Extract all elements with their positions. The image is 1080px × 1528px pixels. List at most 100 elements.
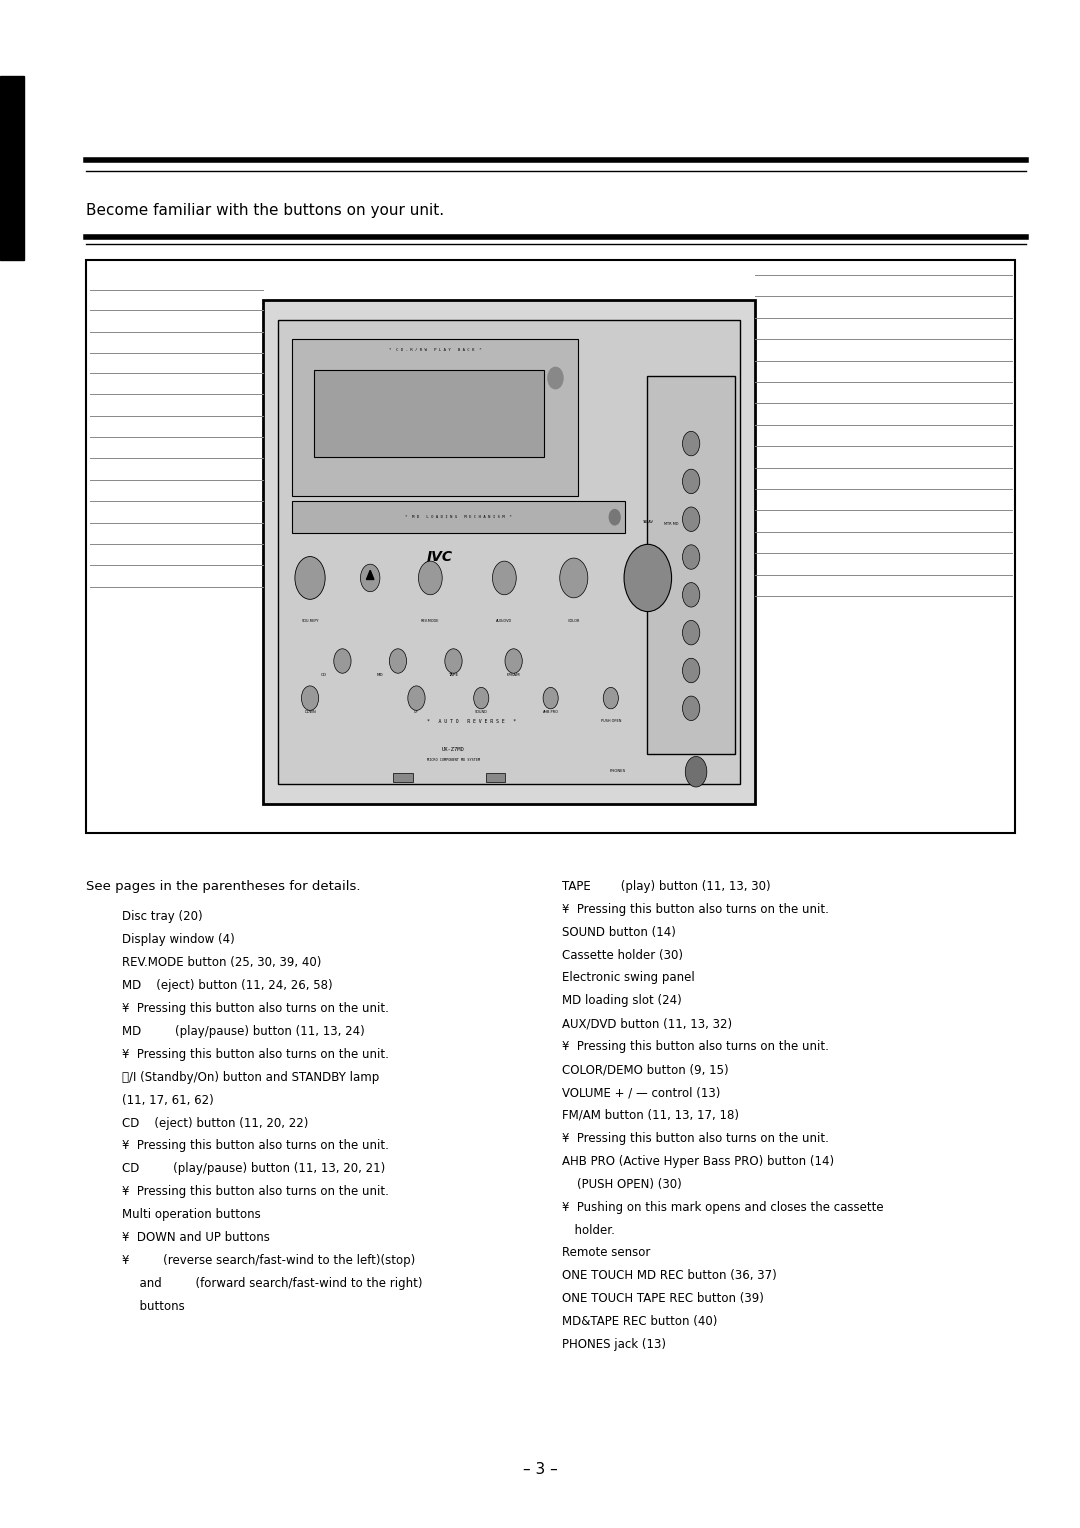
Text: ¥         (reverse search/fast-wind to the left)(stop): ¥ (reverse search/fast-wind to the left)… — [122, 1254, 416, 1267]
Text: AHB PRO (Active Hyper Bass PRO) button (14): AHB PRO (Active Hyper Bass PRO) button (… — [562, 1155, 834, 1167]
Text: CD    (eject) button (11, 20, 22): CD (eject) button (11, 20, 22) — [122, 1117, 309, 1129]
Text: AHB.PRO: AHB.PRO — [543, 711, 558, 715]
Text: *  C D - R / R W   P L A Y   B A C K  *: * C D - R / R W P L A Y B A C K * — [389, 348, 482, 351]
Bar — [278, 319, 741, 784]
Text: ¥  Pressing this button also turns on the unit.: ¥ Pressing this button also turns on the… — [562, 1041, 828, 1053]
Text: (PUSH OPEN) (30): (PUSH OPEN) (30) — [562, 1178, 681, 1190]
Bar — [86, 260, 1015, 833]
Text: TALAV: TALAV — [643, 520, 653, 524]
Circle shape — [301, 686, 319, 711]
Text: TAPE: TAPE — [448, 674, 459, 677]
Text: and         (forward search/fast-wind to the right): and (forward search/fast-wind to the rig… — [132, 1277, 422, 1290]
Circle shape — [686, 756, 707, 787]
Text: REV.MODE: REV.MODE — [421, 619, 440, 623]
Text: PHONES: PHONES — [609, 769, 625, 773]
Text: DEMO: DEMO — [568, 591, 579, 594]
Text: CD         (play/pause) button (11, 13, 20, 21): CD (play/pause) button (11, 13, 20, 21) — [122, 1163, 386, 1175]
Bar — [0, 76, 24, 260]
Text: ⏻/I (Standby/On) button and STANDBY lamp: ⏻/I (Standby/On) button and STANDBY lamp — [122, 1071, 379, 1083]
Circle shape — [683, 697, 700, 721]
Circle shape — [295, 556, 325, 599]
Text: MD loading slot (24): MD loading slot (24) — [562, 995, 681, 1007]
Text: *  M D   L O A D I N G   M E C H A N I S M  *: * M D L O A D I N G M E C H A N I S M * — [405, 515, 512, 520]
Text: ¥  Pushing on this mark opens and closes the cassette: ¥ Pushing on this mark opens and closes … — [562, 1201, 883, 1213]
Text: SOUND: SOUND — [475, 711, 488, 715]
Text: CD: CD — [321, 674, 327, 677]
Text: TAPE        (play) button (11, 13, 30): TAPE (play) button (11, 13, 30) — [562, 880, 770, 892]
Circle shape — [408, 686, 426, 711]
Text: MD         (play/pause) button (11, 13, 24): MD (play/pause) button (11, 13, 24) — [122, 1025, 365, 1038]
Text: PUSH OPEN: PUSH OPEN — [600, 720, 621, 723]
Text: ¥  Pressing this button also turns on the unit.: ¥ Pressing this button also turns on the… — [122, 1140, 389, 1152]
Text: COLOR: COLOR — [568, 619, 580, 623]
Bar — [486, 773, 505, 782]
Text: FM/AM: FM/AM — [507, 674, 521, 677]
Circle shape — [474, 688, 489, 709]
Text: ONE TOUCH MD REC button (36, 37): ONE TOUCH MD REC button (36, 37) — [562, 1270, 777, 1282]
Text: Display window (4): Display window (4) — [122, 934, 234, 946]
Text: (11, 17, 61, 62): (11, 17, 61, 62) — [122, 1094, 214, 1106]
Bar — [393, 773, 413, 782]
Text: ¥  Pressing this button also turns on the unit.: ¥ Pressing this button also turns on the… — [122, 1002, 389, 1015]
Text: DOWN: DOWN — [305, 711, 315, 715]
Circle shape — [683, 545, 700, 570]
Bar — [262, 299, 755, 804]
Text: buttons: buttons — [132, 1300, 185, 1313]
Bar — [292, 339, 579, 497]
Circle shape — [683, 507, 700, 532]
Text: – 3 –: – 3 – — [523, 1462, 557, 1478]
Text: See pages in the parentheses for details.: See pages in the parentheses for details… — [86, 880, 361, 892]
Circle shape — [445, 649, 462, 674]
Text: ¥  Pressing this button also turns on the unit.: ¥ Pressing this button also turns on the… — [122, 1186, 389, 1198]
Circle shape — [543, 688, 558, 709]
Bar — [647, 376, 735, 753]
Text: Cassette holder (30): Cassette holder (30) — [562, 949, 683, 961]
Text: MD&TAPE REC button (40): MD&TAPE REC button (40) — [562, 1316, 717, 1328]
Circle shape — [683, 620, 700, 645]
Text: SOU.REPY: SOU.REPY — [301, 619, 319, 623]
Text: MICRO COMPONENT MD SYSTEM: MICRO COMPONENT MD SYSTEM — [427, 758, 480, 762]
Circle shape — [559, 558, 588, 597]
Text: Become familiar with the buttons on your unit.: Become familiar with the buttons on your… — [86, 203, 445, 219]
Text: MTR MD: MTR MD — [664, 523, 678, 526]
Text: REV.MODE button (25, 30, 39, 40): REV.MODE button (25, 30, 39, 40) — [122, 957, 322, 969]
Text: FM/AM button (11, 13, 17, 18): FM/AM button (11, 13, 17, 18) — [562, 1109, 739, 1122]
Bar — [314, 370, 544, 457]
Text: ¥  DOWN and UP buttons: ¥ DOWN and UP buttons — [122, 1232, 270, 1244]
Text: MD: MD — [376, 674, 382, 677]
Circle shape — [505, 649, 523, 674]
Text: Remote sensor: Remote sensor — [562, 1247, 650, 1259]
Text: ¥  Pressing this button also turns on the unit.: ¥ Pressing this button also turns on the… — [562, 1132, 828, 1144]
Text: UP: UP — [414, 711, 419, 715]
Text: VOLUME + / — control (13): VOLUME + / — control (13) — [562, 1086, 720, 1099]
Text: ¥  Pressing this button also turns on the unit.: ¥ Pressing this button also turns on the… — [562, 903, 828, 915]
Text: O/I: O/I — [307, 576, 313, 581]
Text: SOUND button (14): SOUND button (14) — [562, 926, 675, 938]
Text: Multi operation buttons: Multi operation buttons — [122, 1209, 260, 1221]
Text: Disc tray (20): Disc tray (20) — [122, 911, 203, 923]
Circle shape — [389, 649, 406, 674]
Circle shape — [334, 649, 351, 674]
Circle shape — [361, 564, 380, 591]
Circle shape — [492, 561, 516, 594]
Circle shape — [604, 688, 619, 709]
Text: PHONES jack (13): PHONES jack (13) — [562, 1339, 665, 1351]
Text: AUX/DVD: AUX/DVD — [496, 619, 513, 623]
Text: COLOR/DEMO button (9, 15): COLOR/DEMO button (9, 15) — [562, 1063, 728, 1076]
Bar — [292, 501, 624, 533]
Circle shape — [609, 509, 620, 524]
Circle shape — [418, 561, 442, 594]
Text: JVC: JVC — [427, 550, 453, 564]
Circle shape — [683, 431, 700, 455]
Circle shape — [624, 544, 672, 611]
Circle shape — [683, 659, 700, 683]
Text: Electronic swing panel: Electronic swing panel — [562, 972, 694, 984]
Text: UX-Z7MD: UX-Z7MD — [442, 747, 464, 752]
Text: *   A U T O   R E V E R S E   *: * A U T O R E V E R S E * — [428, 718, 516, 724]
Circle shape — [548, 367, 563, 388]
Circle shape — [683, 582, 700, 607]
Circle shape — [683, 469, 700, 494]
Text: holder.: holder. — [567, 1224, 616, 1236]
Text: AUX/DVD button (11, 13, 32): AUX/DVD button (11, 13, 32) — [562, 1018, 732, 1030]
Text: ¥  Pressing this button also turns on the unit.: ¥ Pressing this button also turns on the… — [122, 1048, 389, 1060]
